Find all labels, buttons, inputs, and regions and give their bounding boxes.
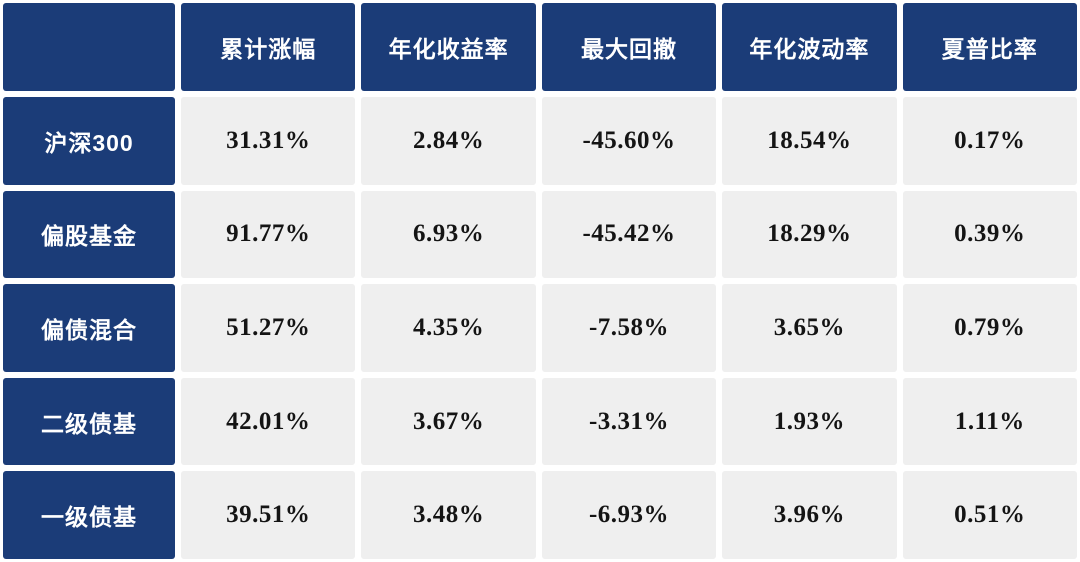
table-cell: 91.77% — [181, 190, 356, 279]
table-cell: 31.31% — [181, 97, 356, 185]
table-cell: 3.48% — [361, 471, 536, 559]
table-cell: -45.42% — [541, 190, 717, 279]
table-cell: 3.65% — [722, 284, 897, 372]
table-cell: 0.17% — [902, 97, 1077, 185]
table-cell: -6.93% — [541, 471, 717, 559]
column-header-sharpe-ratio: 夏普比率 — [902, 3, 1077, 91]
table-cell: 0.39% — [902, 190, 1077, 279]
table-cell: -7.58% — [541, 284, 717, 372]
column-header-max-drawdown: 最大回撤 — [541, 3, 717, 91]
table-cell: -45.60% — [541, 97, 717, 185]
table-cell: 3.96% — [722, 471, 897, 559]
table-cell: 51.27% — [181, 284, 356, 372]
row-header-tier1-bond-funds: 一级债基 — [3, 471, 175, 559]
column-header-annualized-return: 年化收益率 — [361, 3, 536, 91]
row-header-tier2-bond-funds: 二级债基 — [3, 377, 175, 466]
table-cell: 3.67% — [361, 377, 536, 466]
table-cell: 6.93% — [361, 190, 536, 279]
row-header-bond-biased-hybrid: 偏债混合 — [3, 284, 175, 372]
row-header-equity-funds: 偏股基金 — [3, 190, 175, 279]
table-cell: 1.93% — [722, 377, 897, 466]
table-cell: 42.01% — [181, 377, 356, 466]
table-cell: 2.84% — [361, 97, 536, 185]
column-header-cumulative-gain: 累计涨幅 — [181, 3, 356, 91]
table-cell: 0.79% — [902, 284, 1077, 372]
table-cell: 0.51% — [902, 471, 1077, 559]
table-cell: 39.51% — [181, 471, 356, 559]
column-header-annualized-volatility: 年化波动率 — [722, 3, 897, 91]
table-cell: -3.31% — [541, 377, 717, 466]
table-cell: 18.54% — [722, 97, 897, 185]
table-cell: 1.11% — [902, 377, 1077, 466]
table-cell: 4.35% — [361, 284, 536, 372]
row-header-hs300: 沪深300 — [3, 97, 175, 185]
table-cell: 18.29% — [722, 190, 897, 279]
corner-cell — [3, 3, 175, 91]
